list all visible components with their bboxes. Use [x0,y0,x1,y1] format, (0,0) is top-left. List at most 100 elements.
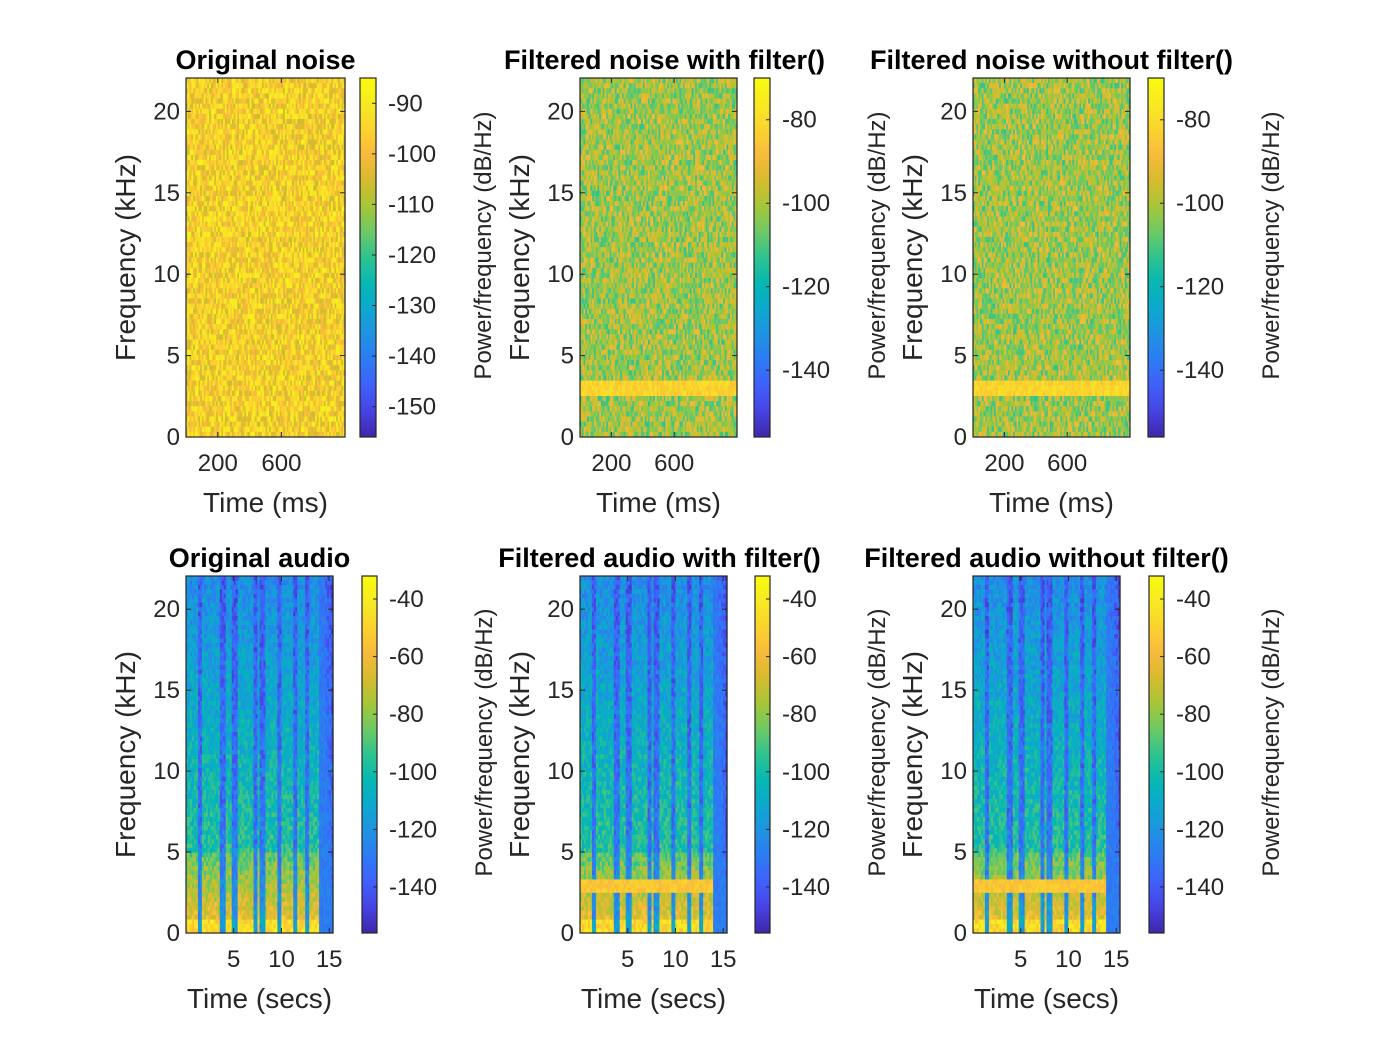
y-tick-label: 15 [153,677,180,704]
y-tick-label: 10 [153,261,180,288]
x-tick-label: 15 [1103,946,1130,973]
x-tick-label: 10 [1055,946,1082,973]
y-tick-label: 5 [561,839,574,866]
y-tick-label: 5 [954,343,967,370]
colorbar-tick-label: -100 [388,141,436,168]
colorbar-tick-label: -140 [1176,357,1224,384]
y-axis-label: Frequency (kHz) [110,154,141,361]
spectrogram-image [973,576,1121,934]
y-tick-label: 0 [167,424,180,451]
colorbar-tick-label: -100 [389,759,437,786]
plot-frame [185,77,346,438]
colorbar-label: Power/frequency (dB/Hz) [864,608,891,876]
colorbar-tick-label: -120 [1176,816,1224,843]
colorbar-tick-label: -100 [782,759,830,786]
y-tick-label: 0 [954,920,967,947]
colorbar [754,575,771,934]
colorbar-tick-label: -60 [1176,644,1211,671]
x-tick-label: 200 [984,450,1024,477]
y-tick-label: 0 [561,424,574,451]
colorbar-tick-label: -60 [389,644,424,671]
colorbar-tick-label: -110 [388,191,434,218]
x-tick-label: 200 [591,450,631,477]
colorbar-tick-label: -140 [1176,874,1224,901]
y-tick-label: 5 [167,839,180,866]
colorbar-tick-label: -40 [389,586,424,613]
x-tick-label: 200 [198,450,238,477]
panel-title: Filtered noise with filter() [504,45,825,75]
colorbar-tick-label: -140 [782,357,830,384]
x-axis-label: Time (secs) [581,983,726,1014]
panel-filtered-noise-with-filter: Filtered noise with filter() Time (ms) F… [504,45,891,518]
x-axis-label: Time (secs) [187,983,332,1014]
x-axis-label: Time (ms) [596,487,721,518]
spectrogram-image [580,78,738,438]
panel-title: Filtered audio with filter() [498,543,821,573]
colorbar-tick-label: -100 [1176,190,1224,217]
panel-filtered-audio-without-filter: Filtered audio without filter() Time (se… [864,543,1285,1014]
spectrogram-image [973,78,1131,438]
x-axis-label: Time (ms) [989,487,1114,518]
y-axis-label: Frequency (kHz) [504,651,535,858]
x-tick-label: 10 [268,946,295,973]
colorbar [1147,77,1165,438]
colorbar-tick-label: -40 [782,586,817,613]
x-tick-label: 600 [261,450,301,477]
y-tick-label: 0 [167,920,180,947]
colorbar-label: Power/frequency (dB/Hz) [1258,111,1285,379]
colorbar-tick-label: -140 [389,874,437,901]
colorbar [361,575,378,934]
y-tick-label: 20 [153,98,180,125]
colorbar-tick-label: -90 [388,90,423,117]
panel-filtered-audio-with-filter: Filtered audio with filter() Time (secs)… [498,543,891,1014]
y-axis-label: Frequency (kHz) [110,651,141,858]
x-tick-label: 5 [227,946,240,973]
colorbar-label: Power/frequency (dB/Hz) [471,608,498,876]
x-tick-label: 10 [662,946,689,973]
x-axis-label: Time (secs) [974,983,1119,1014]
panel-original-noise: Original noise Time (ms) Frequency (kHz)… [110,45,497,518]
colorbar-label: Power/frequency (dB/Hz) [864,111,891,379]
x-tick-label: 15 [316,946,343,973]
plot-frame [579,77,738,438]
colorbar-tick-label: -140 [782,874,830,901]
y-tick-label: 0 [954,424,967,451]
y-tick-label: 20 [940,596,967,623]
colorbar [359,77,377,438]
y-axis-label: Frequency (kHz) [897,651,928,858]
x-tick-label: 5 [1014,946,1027,973]
y-tick-label: 5 [561,343,574,370]
colorbar-tick-label: -140 [388,343,436,370]
panel-title: Original noise [175,45,355,75]
panel-filtered-noise-without-filter: Filtered noise without filter() Time (ms… [870,45,1285,518]
y-tick-label: 20 [547,596,574,623]
plot-frame [185,575,334,934]
y-axis-label: Frequency (kHz) [504,154,535,361]
colorbar-tick-label: -40 [1176,586,1211,613]
y-tick-label: 15 [940,180,967,207]
colorbar-label: Power/frequency (dB/Hz) [1258,608,1285,876]
colorbar-tick-label: -150 [388,394,436,421]
colorbar [753,77,771,438]
x-tick-label: 600 [1047,450,1087,477]
plot-frame [579,575,728,934]
y-tick-label: 15 [547,677,574,704]
y-tick-label: 20 [940,98,967,125]
y-tick-label: 5 [167,343,180,370]
colorbar-tick-label: -120 [782,274,830,301]
y-tick-label: 5 [954,839,967,866]
colorbar-tick-label: -130 [388,293,436,320]
y-tick-label: 20 [153,596,180,623]
y-tick-label: 10 [547,758,574,785]
panel-title: Filtered audio without filter() [864,543,1228,573]
colorbar-tick-label: -80 [1176,107,1211,134]
y-tick-label: 10 [547,261,574,288]
colorbar-tick-label: -60 [782,644,817,671]
y-tick-label: 0 [561,920,574,947]
spectrogram-image [580,576,728,934]
x-tick-label: 15 [710,946,737,973]
y-tick-label: 20 [547,98,574,125]
x-axis-label: Time (ms) [203,487,328,518]
colorbar-tick-label: -80 [782,701,817,728]
